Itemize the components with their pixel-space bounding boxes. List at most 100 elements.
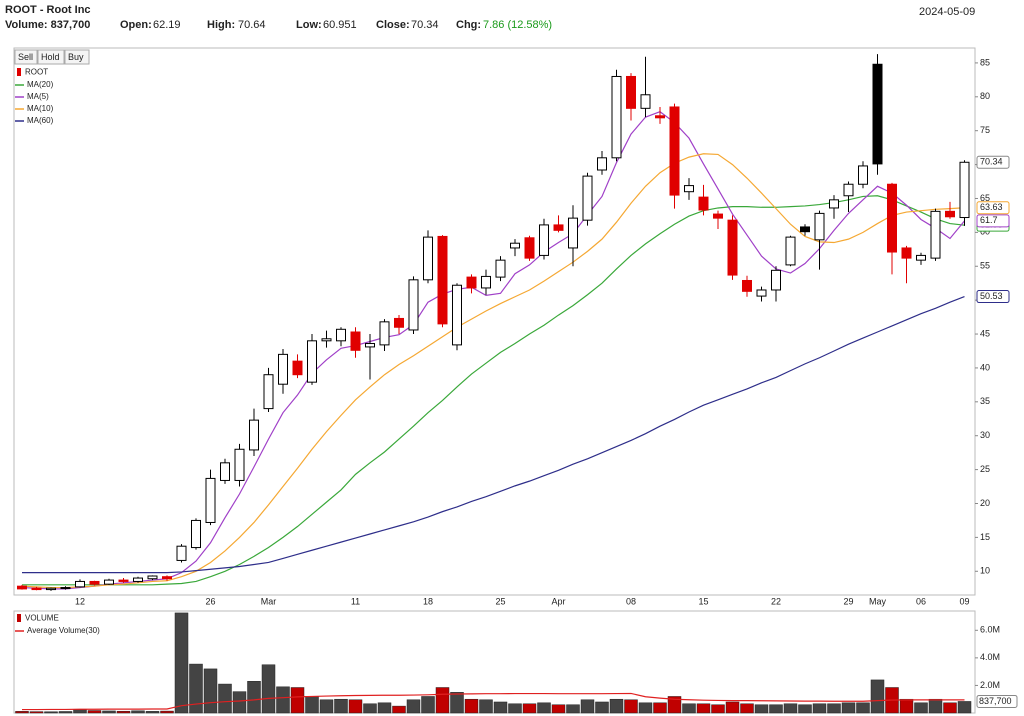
candle-body (162, 576, 172, 580)
open-value: 62.19 (153, 19, 181, 31)
candle-body (307, 340, 317, 383)
value-box (976, 214, 1010, 228)
ma-line (21, 111, 965, 590)
candle-body (553, 224, 564, 231)
candle-body (176, 545, 187, 561)
volume-bar (580, 699, 595, 714)
legend-label: MA(10) (27, 104, 54, 113)
y-tick-label: 10 (980, 566, 990, 576)
legend-label: VOLUME (25, 614, 59, 623)
candle-body (597, 157, 607, 171)
candle-body (568, 217, 578, 249)
volume-bar (653, 702, 667, 714)
volume-bar (131, 710, 145, 714)
volume-bar (566, 704, 580, 714)
value-box (976, 155, 1010, 169)
candle-body (220, 462, 230, 481)
x-tick-label: 29 (843, 596, 853, 606)
volume-bar (218, 683, 232, 714)
candle-body (350, 331, 361, 351)
candle-body (249, 419, 259, 451)
volume-panel (13, 610, 976, 714)
ma-line (22, 295, 965, 574)
volume-info: Volume: 837,700 (5, 19, 90, 31)
buy-button[interactable] (64, 49, 90, 65)
volume-bar (319, 699, 334, 714)
value-box-label: 63.63 (980, 202, 1003, 212)
candle-body (17, 585, 27, 590)
y-tick-label: 85 (980, 57, 990, 67)
legend-label: MA(20) (27, 80, 54, 89)
candle-body (336, 328, 346, 342)
volume-bar (116, 710, 131, 714)
volume-bar (261, 664, 276, 714)
candle-body (626, 75, 636, 109)
volume-bar (377, 702, 392, 714)
candle-body (901, 247, 912, 259)
candle-body (829, 199, 839, 209)
volume-bar (203, 668, 218, 714)
sell-label[interactable]: Sell (18, 52, 33, 62)
x-tick-label: 12 (75, 596, 85, 606)
y-tick-label: 60 (980, 227, 990, 237)
candle-body (785, 236, 796, 266)
candle-body (510, 242, 520, 249)
chg-label: Chg: (456, 19, 481, 31)
volume-bar (841, 702, 856, 714)
candle-body (46, 587, 56, 591)
candle-body (394, 317, 404, 328)
volume-bar (870, 679, 885, 714)
value-box (976, 201, 1010, 215)
volume-bar (798, 704, 812, 714)
candle-body (930, 210, 941, 259)
volume-bar (595, 701, 609, 714)
y-tick-label: 35 (980, 396, 990, 406)
sell-button[interactable] (14, 49, 38, 65)
legend-label: MA(5) (27, 92, 49, 101)
volume-bar (189, 663, 203, 714)
volume-bar (29, 711, 44, 714)
candle-body (640, 94, 651, 109)
volume-bar (914, 702, 928, 714)
x-tick-label: 06 (916, 596, 926, 606)
candle-body (365, 343, 375, 348)
candle-body (466, 276, 477, 289)
candle-body (263, 374, 274, 410)
value-box-label: 50.53 (980, 291, 1003, 301)
x-tick-label: 11 (351, 596, 360, 606)
legend-label: ROOT (25, 68, 48, 77)
chg-value: 7.86 (12.58%) (483, 19, 552, 31)
candle-body (582, 175, 593, 221)
volume-bar (943, 702, 957, 714)
volume-bar (740, 703, 754, 714)
y-tick-label: 20 (980, 498, 990, 508)
hold-label[interactable]: Hold (41, 52, 60, 62)
volume-bar (508, 703, 522, 714)
y-tick-label: 45 (980, 328, 990, 338)
volume-bar (174, 612, 189, 714)
volume-bar (435, 687, 450, 714)
volume-bar (609, 698, 624, 714)
low-value: 60.951 (323, 19, 357, 31)
x-tick-label: 08 (626, 596, 636, 606)
x-tick-label: May (869, 596, 887, 606)
legend-label: Average Volume(30) (27, 626, 100, 635)
x-tick-label: 09 (959, 596, 969, 606)
candle-body (89, 580, 100, 585)
candle-body (278, 353, 288, 385)
volume-bar (232, 691, 247, 714)
candle-body (843, 183, 854, 197)
candle-body (379, 321, 390, 346)
volume-bar (73, 709, 87, 714)
volume-bar (711, 704, 725, 714)
volume-bar (493, 701, 508, 714)
legend-icon (17, 614, 21, 622)
candle-body (539, 224, 549, 256)
date: 2024-05-09 (919, 6, 975, 18)
hold-button[interactable] (37, 49, 65, 65)
volume-bar (87, 710, 102, 714)
buy-label[interactable]: Buy (68, 52, 84, 62)
y-tick-label: 65 (980, 193, 990, 203)
candle-body (60, 587, 71, 590)
volume-bar (247, 681, 261, 714)
